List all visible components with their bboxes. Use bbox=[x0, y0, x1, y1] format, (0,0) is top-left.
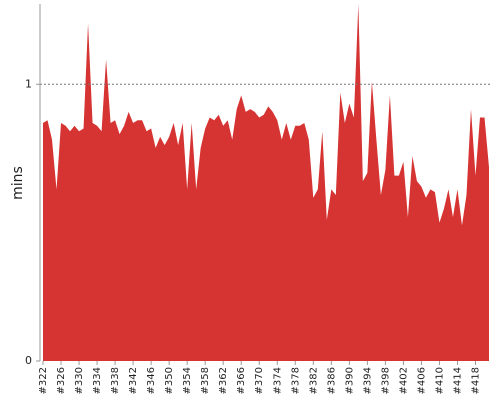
x-tick-label: #402 bbox=[398, 367, 409, 394]
x-tick-label: #378 bbox=[290, 367, 301, 394]
x-tick-label: #390 bbox=[344, 367, 355, 394]
y-axis-label: mins bbox=[10, 166, 26, 200]
x-tick-label: #398 bbox=[380, 367, 391, 394]
x-tick-label: #418 bbox=[470, 367, 481, 394]
x-tick-label: #358 bbox=[200, 367, 211, 394]
area bbox=[43, 4, 489, 361]
x-tick-label: #406 bbox=[416, 367, 427, 394]
y-tick-label: 1 bbox=[25, 77, 32, 90]
x-tick-label: #414 bbox=[452, 367, 463, 394]
x-tick-label: #330 bbox=[74, 367, 85, 394]
x-tick-label: #374 bbox=[272, 367, 283, 394]
x-tick-label: #366 bbox=[236, 367, 247, 394]
x-tick-label: #326 bbox=[56, 367, 67, 394]
x-tick-label: #350 bbox=[164, 367, 175, 394]
x-tick-label: #382 bbox=[308, 367, 319, 394]
x-tick-label: #394 bbox=[362, 367, 373, 394]
x-tick-label: #386 bbox=[326, 367, 337, 394]
x-tick-label: #354 bbox=[182, 367, 193, 394]
x-tick-label: #346 bbox=[146, 367, 157, 394]
x-tick-label: #322 bbox=[38, 367, 49, 394]
x-tick-label: #370 bbox=[254, 367, 265, 394]
x-tick-label: #334 bbox=[92, 367, 103, 394]
x-tick-label: #338 bbox=[110, 367, 121, 394]
x-tick-label: #362 bbox=[218, 367, 229, 394]
y-tick-label: 0 bbox=[25, 354, 32, 367]
x-tick-label: #410 bbox=[434, 367, 445, 394]
x-tick-label: #342 bbox=[128, 367, 139, 394]
